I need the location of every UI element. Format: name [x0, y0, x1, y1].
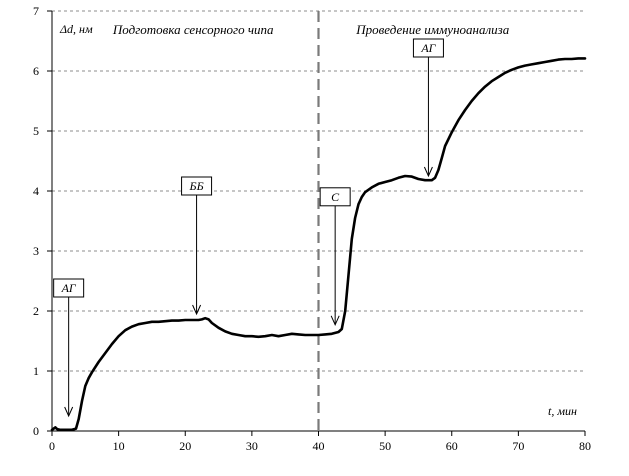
y-tick-label: 6	[33, 64, 39, 78]
x-tick-label: 10	[113, 439, 125, 453]
annotation-arrow-head	[330, 315, 340, 327]
annotation-label: ББ	[188, 179, 203, 193]
y-axis-label: Δd, нм	[59, 22, 93, 36]
annotation-callout: С	[319, 187, 351, 327]
series-line	[50, 57, 587, 432]
x-tick-label: 70	[512, 439, 524, 453]
phase-label-immunoassay: Проведение иммуноанализа	[355, 22, 509, 37]
x-tick-label: 20	[179, 439, 191, 453]
annotation-arrow-head	[423, 166, 433, 178]
annotation-arrow-head	[64, 406, 74, 418]
x-tick-label: 40	[313, 439, 325, 453]
x-tick-label: 50	[379, 439, 391, 453]
x-tick-label: 30	[246, 439, 258, 453]
annotation-label: АГ	[420, 41, 436, 55]
y-tick-label: 4	[33, 184, 39, 198]
annotation-label: С	[331, 190, 340, 204]
y-tick-label: 5	[33, 124, 39, 138]
annotation-callout: ББ	[181, 176, 213, 316]
x-axis-label: t, мин	[548, 404, 577, 418]
x-tick-label: 0	[49, 439, 55, 453]
y-tick-label: 0	[33, 424, 39, 438]
y-tick-label: 1	[33, 364, 39, 378]
y-tick-label: 2	[33, 304, 39, 318]
y-tick-label: 7	[33, 4, 39, 18]
x-tick-label: 60	[446, 439, 458, 453]
annotation-arrow-head	[192, 304, 202, 316]
y-tick-label: 3	[33, 244, 39, 258]
annotation-callout: АГ	[412, 38, 444, 178]
annotation-label: АГ	[61, 281, 77, 295]
x-tick-label: 80	[579, 439, 591, 453]
annotation-callout: АГ	[53, 278, 85, 418]
annotations: АГ ББ С АГ	[53, 38, 444, 418]
phase-label-preparation: Подготовка сенсорного чипа	[112, 22, 274, 37]
